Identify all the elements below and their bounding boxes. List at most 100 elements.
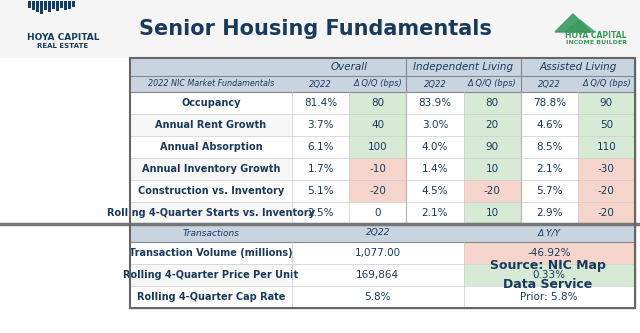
Text: 5.7%: 5.7%: [536, 186, 563, 196]
Bar: [130, 202, 635, 224]
Text: REAL ESTATE: REAL ESTATE: [37, 43, 88, 49]
Text: 2Q22: 2Q22: [538, 80, 561, 89]
Bar: [130, 136, 635, 158]
Text: 2.1%: 2.1%: [422, 208, 448, 218]
Text: Source: NIC Map
Data Service: Source: NIC Map Data Service: [490, 259, 606, 290]
Text: Δ Q/Q (bps): Δ Q/Q (bps): [582, 80, 631, 89]
Text: 2.1%: 2.1%: [536, 164, 563, 174]
Text: Δ Y/Y: Δ Y/Y: [538, 228, 561, 237]
Text: Occupancy: Occupancy: [181, 98, 241, 108]
Bar: [44, 1, 47, 10]
Bar: [349, 158, 406, 180]
Bar: [578, 180, 635, 202]
Bar: [64, 1, 67, 10]
Bar: [463, 242, 635, 264]
Text: 90: 90: [486, 142, 499, 152]
Text: 3.0%: 3.0%: [422, 120, 448, 130]
Text: 4.0%: 4.0%: [422, 142, 448, 152]
Bar: [521, 136, 578, 158]
Bar: [406, 92, 463, 114]
Text: 1.4%: 1.4%: [422, 164, 448, 174]
Text: 2.5%: 2.5%: [307, 208, 334, 218]
Text: 3.7%: 3.7%: [307, 120, 334, 130]
Bar: [292, 136, 349, 158]
Text: -46.92%: -46.92%: [527, 248, 571, 258]
Bar: [130, 224, 635, 308]
Text: 40: 40: [371, 120, 384, 130]
Text: Transaction Volume (millions): Transaction Volume (millions): [129, 248, 293, 258]
Bar: [406, 158, 463, 180]
Bar: [463, 92, 521, 114]
Bar: [463, 136, 521, 158]
Bar: [463, 114, 521, 136]
Bar: [521, 180, 578, 202]
Bar: [0, 0, 640, 58]
Bar: [406, 180, 463, 202]
Text: -20: -20: [598, 186, 615, 196]
Text: Senior Housing Fundamentals: Senior Housing Fundamentals: [139, 19, 492, 39]
Text: 169,864: 169,864: [356, 270, 399, 280]
Text: Assisted Living: Assisted Living: [539, 62, 616, 72]
Text: 1.7%: 1.7%: [307, 164, 334, 174]
Bar: [36, 1, 39, 12]
Text: 4.6%: 4.6%: [536, 120, 563, 130]
Text: HOYA CAPITAL: HOYA CAPITAL: [565, 31, 627, 40]
Bar: [292, 92, 349, 114]
Text: Δ Q/Q (bps): Δ Q/Q (bps): [353, 80, 402, 89]
Bar: [68, 1, 71, 9]
Bar: [349, 180, 406, 202]
Text: 10: 10: [486, 164, 499, 174]
Bar: [130, 92, 635, 114]
Text: 100: 100: [368, 142, 388, 152]
Text: Annual Rent Growth: Annual Rent Growth: [156, 120, 267, 130]
Text: 2Q22: 2Q22: [424, 80, 446, 89]
Bar: [130, 264, 635, 286]
Bar: [130, 180, 635, 202]
Bar: [349, 202, 406, 224]
Text: Transactions: Transactions: [182, 228, 239, 237]
Bar: [292, 158, 349, 180]
Text: 50: 50: [600, 120, 613, 130]
Text: 20: 20: [486, 120, 499, 130]
Polygon shape: [565, 20, 595, 32]
Bar: [292, 242, 463, 264]
Text: Rolling 4-Quarter Price Per Unit: Rolling 4-Quarter Price Per Unit: [124, 270, 299, 280]
Bar: [292, 202, 349, 224]
Text: Construction vs. Inventory: Construction vs. Inventory: [138, 186, 284, 196]
Bar: [130, 286, 635, 308]
Bar: [406, 114, 463, 136]
Bar: [521, 92, 578, 114]
Bar: [578, 114, 635, 136]
Text: -30: -30: [598, 164, 615, 174]
Bar: [28, 1, 31, 8]
Text: 8.5%: 8.5%: [536, 142, 563, 152]
Bar: [463, 202, 521, 224]
Bar: [130, 224, 635, 242]
Bar: [130, 58, 635, 308]
Bar: [56, 1, 59, 11]
Polygon shape: [555, 14, 591, 32]
Bar: [292, 286, 463, 308]
Text: 1,077.00: 1,077.00: [355, 248, 401, 258]
Text: 2Q22: 2Q22: [309, 80, 332, 89]
Bar: [292, 114, 349, 136]
Text: 2022 NIC Market Fundamentals: 2022 NIC Market Fundamentals: [148, 80, 274, 89]
Bar: [130, 58, 635, 76]
Text: HOYA CAPITAL: HOYA CAPITAL: [27, 34, 99, 43]
Text: INCOME BUILDER: INCOME BUILDER: [566, 41, 627, 46]
Bar: [463, 286, 635, 308]
Text: -20: -20: [598, 208, 615, 218]
Bar: [463, 264, 635, 286]
Text: 0: 0: [374, 208, 381, 218]
Text: 81.4%: 81.4%: [304, 98, 337, 108]
Bar: [130, 76, 635, 92]
Bar: [52, 1, 55, 9]
Text: -10: -10: [369, 164, 386, 174]
Text: Independent Living: Independent Living: [413, 62, 513, 72]
Bar: [292, 180, 349, 202]
Bar: [60, 1, 63, 8]
Bar: [292, 264, 463, 286]
Text: 80: 80: [371, 98, 384, 108]
Text: Rolling 4-Quarter Cap Rate: Rolling 4-Quarter Cap Rate: [137, 292, 285, 302]
Bar: [578, 202, 635, 224]
